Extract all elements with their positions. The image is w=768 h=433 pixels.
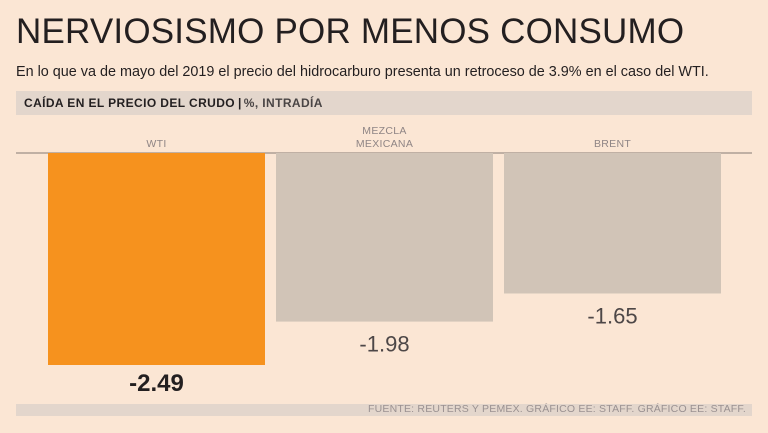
value-label: -2.49 [129, 370, 184, 397]
category-label: WTI [146, 138, 166, 150]
value-label: -1.65 [587, 303, 637, 328]
strip-unit: %, INTRADÍA [243, 96, 323, 110]
footer-strip: FUENTE: REUTERS Y PEMEX. GRÁFICO EE: STA… [16, 403, 752, 416]
category-label: BRENT [594, 138, 631, 150]
chart-header-strip: CAÍDA EN EL PRECIO DEL CRUDO |%, INTRADÍA [16, 91, 752, 115]
category-label: MEXICANA [356, 138, 413, 150]
strip-title-group: CAÍDA EN EL PRECIO DEL CRUDO |%, INTRADÍA [24, 96, 323, 110]
value-label: -1.98 [359, 332, 409, 357]
bar-brent [504, 153, 721, 294]
chart-subtitle: En lo que va de mayo del 2019 el precio … [16, 64, 709, 80]
strip-separator: | [238, 96, 242, 110]
bar-mezcla-mexicana [276, 153, 493, 322]
bar-wti [48, 153, 265, 365]
strip-title: CAÍDA EN EL PRECIO DEL CRUDO [24, 96, 235, 110]
source-note: FUENTE: REUTERS Y PEMEX. GRÁFICO EE: STA… [367, 403, 746, 415]
chart-title: NERVIOSISMO POR MENOS CONSUMO [16, 12, 685, 51]
category-label: MEZCLA [362, 125, 406, 137]
